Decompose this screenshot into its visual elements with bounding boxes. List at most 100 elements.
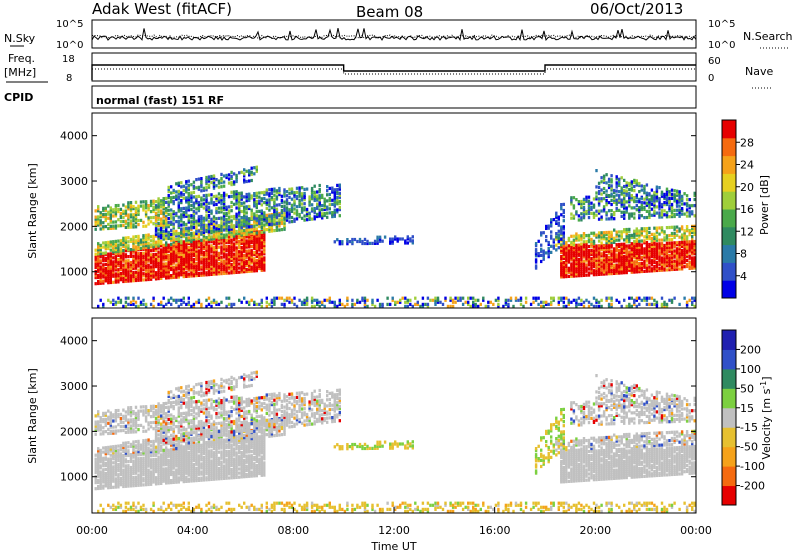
power-cell	[623, 184, 626, 189]
power-cell	[182, 242, 185, 246]
power-cell	[555, 235, 558, 239]
power-cell	[575, 264, 578, 268]
power-ylabel: Slant Range [km]	[26, 163, 39, 259]
power-cell	[668, 257, 671, 262]
velocity-cell	[109, 479, 112, 483]
power-cell	[207, 205, 211, 209]
power-cell	[436, 300, 440, 304]
power-cell	[132, 235, 135, 239]
power-cell	[590, 205, 593, 209]
power-cell	[630, 304, 633, 308]
power-cell	[582, 300, 586, 304]
power-cell	[587, 211, 591, 216]
power-cell	[107, 266, 110, 270]
power-cell	[160, 209, 163, 213]
power-cell	[673, 193, 676, 197]
power-cell	[363, 304, 367, 308]
power-cell	[117, 276, 120, 280]
power-cell	[238, 212, 241, 216]
power-cell	[650, 240, 654, 244]
power-cell	[615, 269, 618, 273]
power-cell	[399, 237, 402, 241]
power-cell	[268, 225, 271, 229]
power-cell	[693, 230, 696, 234]
power-cell	[585, 298, 588, 302]
power-cell	[655, 260, 659, 264]
power-cell	[600, 241, 603, 245]
power-cell	[263, 262, 266, 266]
power-cell	[522, 304, 525, 308]
power-cell	[643, 187, 646, 191]
power-cell	[160, 262, 163, 266]
power-cell	[633, 178, 636, 182]
power-cell	[195, 249, 198, 253]
power-cell	[248, 249, 251, 253]
power-cell	[268, 222, 271, 226]
power-cell	[170, 238, 173, 242]
power-cell	[605, 264, 608, 268]
power-cell	[557, 229, 560, 233]
power-cell	[650, 242, 654, 246]
power-cell	[245, 267, 248, 272]
power-cell	[640, 261, 643, 265]
power-cell	[587, 263, 591, 267]
power-cell	[230, 256, 233, 261]
power-cell	[132, 239, 135, 243]
power-cell	[255, 223, 258, 227]
power-cell	[152, 269, 155, 273]
power-cell	[263, 266, 266, 270]
power-cell	[620, 214, 623, 218]
power-cell	[685, 250, 689, 254]
power-cell	[625, 185, 628, 189]
power-cell	[577, 214, 581, 218]
power-cell	[570, 272, 573, 276]
power-cell	[182, 210, 185, 215]
power-cell	[658, 186, 661, 190]
power-cell	[582, 243, 586, 247]
power-cell	[640, 227, 643, 231]
power-cell	[570, 246, 573, 250]
power-cell	[653, 193, 656, 197]
power-cell	[595, 266, 598, 270]
power-cell	[638, 197, 641, 201]
power-cell	[336, 200, 339, 204]
power-cell	[290, 187, 294, 191]
power-cell	[685, 194, 689, 198]
power-cell	[645, 251, 649, 255]
power-cell	[132, 245, 135, 249]
power-cell	[160, 266, 163, 270]
power-cell	[200, 183, 203, 187]
velocity-cell	[94, 487, 97, 491]
power-cell	[243, 174, 246, 178]
power-cell	[540, 231, 543, 235]
power-cell	[600, 260, 603, 264]
power-cell	[132, 260, 135, 264]
power-cell	[180, 254, 183, 258]
power-cell	[129, 267, 133, 271]
velocity-cell	[102, 484, 105, 488]
power-cell	[165, 256, 168, 260]
power-cell	[132, 215, 135, 219]
power-cell	[313, 215, 316, 219]
power-cell	[170, 200, 173, 204]
power-cell	[310, 186, 314, 191]
power-cell	[683, 235, 686, 239]
velocity-cell	[127, 460, 130, 464]
velocity-cell	[114, 479, 118, 483]
power-cell	[613, 217, 616, 221]
power-cell	[542, 251, 545, 255]
power-cell	[560, 296, 563, 300]
power-cell	[190, 304, 193, 308]
power-cell	[162, 304, 165, 308]
power-cell	[170, 261, 173, 265]
power-cell	[441, 302, 445, 306]
power-cell	[650, 259, 654, 263]
power-cell	[114, 264, 118, 268]
power-cell	[152, 265, 155, 269]
power-cell	[139, 278, 143, 282]
power-cell	[386, 302, 389, 306]
power-cell	[577, 261, 581, 266]
power-cell	[655, 250, 659, 254]
power-cell	[602, 190, 606, 195]
power-cell	[129, 201, 133, 205]
